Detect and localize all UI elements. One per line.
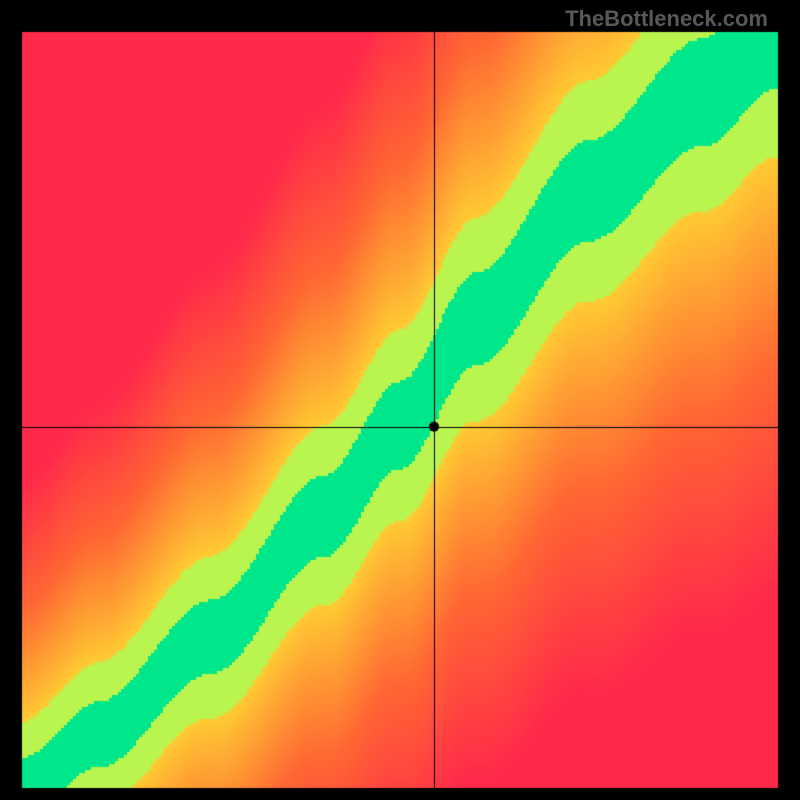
watermark-text: TheBottleneck.com: [565, 6, 768, 32]
bottleneck-heatmap: [0, 0, 800, 800]
chart-container: TheBottleneck.com: [0, 0, 800, 800]
